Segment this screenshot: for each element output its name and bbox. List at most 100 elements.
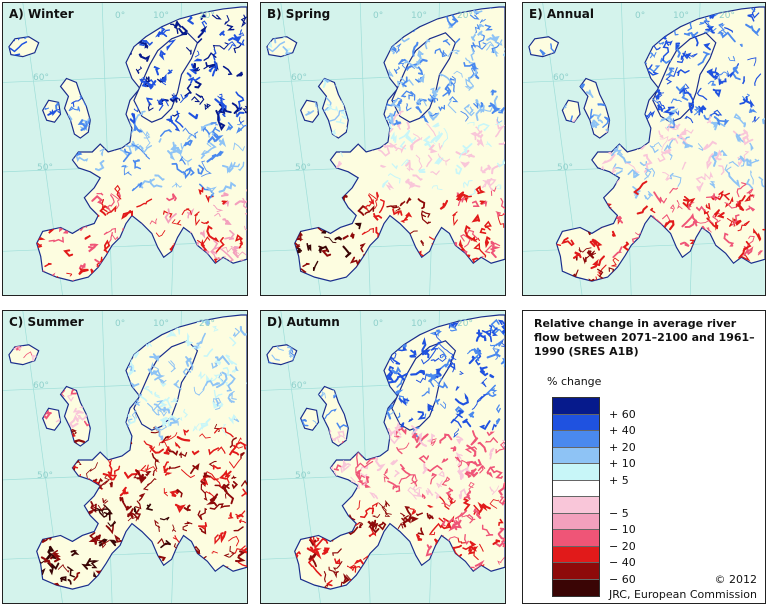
river-segment xyxy=(230,288,234,293)
river-segment xyxy=(71,54,78,62)
river-segment xyxy=(350,231,355,239)
river-segment xyxy=(16,179,23,189)
river-segment xyxy=(616,215,624,224)
river-segment xyxy=(273,535,282,543)
river-segment xyxy=(213,427,234,438)
river-segment xyxy=(637,291,649,295)
river-segment xyxy=(597,119,604,124)
river-segment xyxy=(272,558,277,569)
river-segment xyxy=(274,220,282,235)
river-segment xyxy=(160,382,167,388)
river-segment xyxy=(630,124,643,135)
river-segment xyxy=(486,431,495,437)
river-segment xyxy=(431,243,443,254)
river-segment xyxy=(340,179,355,187)
river-segment xyxy=(152,459,158,476)
river-segment xyxy=(52,199,62,212)
river-segment xyxy=(277,130,285,142)
river-segment xyxy=(125,529,135,536)
river-segment xyxy=(266,262,270,267)
river-segment xyxy=(491,327,498,337)
river-segment xyxy=(293,246,303,255)
river-segment xyxy=(138,338,150,345)
river-segment xyxy=(343,372,353,380)
river-segment xyxy=(388,69,394,78)
river-segment xyxy=(625,162,640,173)
river-segment xyxy=(269,201,280,211)
river-segment xyxy=(271,507,289,515)
river-segment xyxy=(129,328,137,342)
river-segment xyxy=(107,464,118,481)
river-segment xyxy=(440,257,444,264)
river-segment xyxy=(60,184,69,196)
river-segment xyxy=(724,200,739,209)
river-segment xyxy=(329,109,345,122)
river-segment xyxy=(351,599,359,603)
river-segment xyxy=(213,389,223,399)
river-segment xyxy=(12,72,23,80)
river-segment xyxy=(633,41,643,50)
river-segment xyxy=(112,123,126,133)
river-segment xyxy=(93,571,98,578)
river-segment xyxy=(715,149,722,161)
river-segment xyxy=(381,320,392,326)
river-segment xyxy=(528,22,531,37)
river-segment xyxy=(588,210,596,222)
river-segment xyxy=(45,180,69,193)
river-segment xyxy=(589,43,602,48)
river-segment xyxy=(298,451,307,457)
river-segment xyxy=(396,99,403,107)
river-segment xyxy=(498,583,505,590)
river-segment xyxy=(90,500,97,513)
river-segment xyxy=(391,21,400,33)
river-segment xyxy=(412,174,423,181)
river-segment xyxy=(501,338,505,348)
river-segment xyxy=(681,260,693,266)
legend-tick-label: − 20 xyxy=(609,539,636,553)
river-segment xyxy=(535,131,543,138)
river-segment xyxy=(329,54,336,62)
river-segment xyxy=(497,557,505,565)
river-segment xyxy=(448,495,456,505)
river-segment xyxy=(109,481,113,488)
river-segment xyxy=(266,81,271,89)
river-segment xyxy=(15,514,26,521)
river-segment xyxy=(558,146,570,156)
river-segment xyxy=(231,246,243,259)
river-segment xyxy=(3,153,8,158)
river-segment xyxy=(159,49,166,61)
river-segment xyxy=(644,10,651,23)
river-segment xyxy=(658,130,664,139)
river-segment xyxy=(16,255,22,265)
river-segment xyxy=(124,242,134,249)
river-segment xyxy=(486,178,497,192)
river-segment xyxy=(593,113,602,120)
river-segment xyxy=(224,229,235,241)
river-segment xyxy=(165,330,177,338)
river-segment xyxy=(302,341,309,350)
river-segment xyxy=(715,289,722,295)
river-segment xyxy=(291,186,309,200)
river-segment xyxy=(643,93,650,102)
river-segment xyxy=(464,224,478,243)
river-segment xyxy=(383,468,390,483)
river-segment xyxy=(199,229,206,239)
river-segment xyxy=(123,23,129,36)
river-segment xyxy=(700,267,712,281)
river-segment xyxy=(18,529,30,547)
river-segment xyxy=(25,436,35,451)
river-segment xyxy=(197,164,205,175)
river-segment xyxy=(194,50,200,58)
river-segment xyxy=(317,208,327,219)
river-segment xyxy=(679,241,690,248)
river-segment xyxy=(339,11,351,20)
river-segment xyxy=(323,221,338,230)
river-segment xyxy=(579,49,585,54)
river-segment xyxy=(320,179,330,187)
river-segment xyxy=(275,425,283,434)
river-segment xyxy=(276,76,286,85)
river-segment xyxy=(233,600,241,603)
river-segment xyxy=(747,57,757,67)
river-segment xyxy=(124,315,131,322)
river-segment xyxy=(712,88,722,98)
